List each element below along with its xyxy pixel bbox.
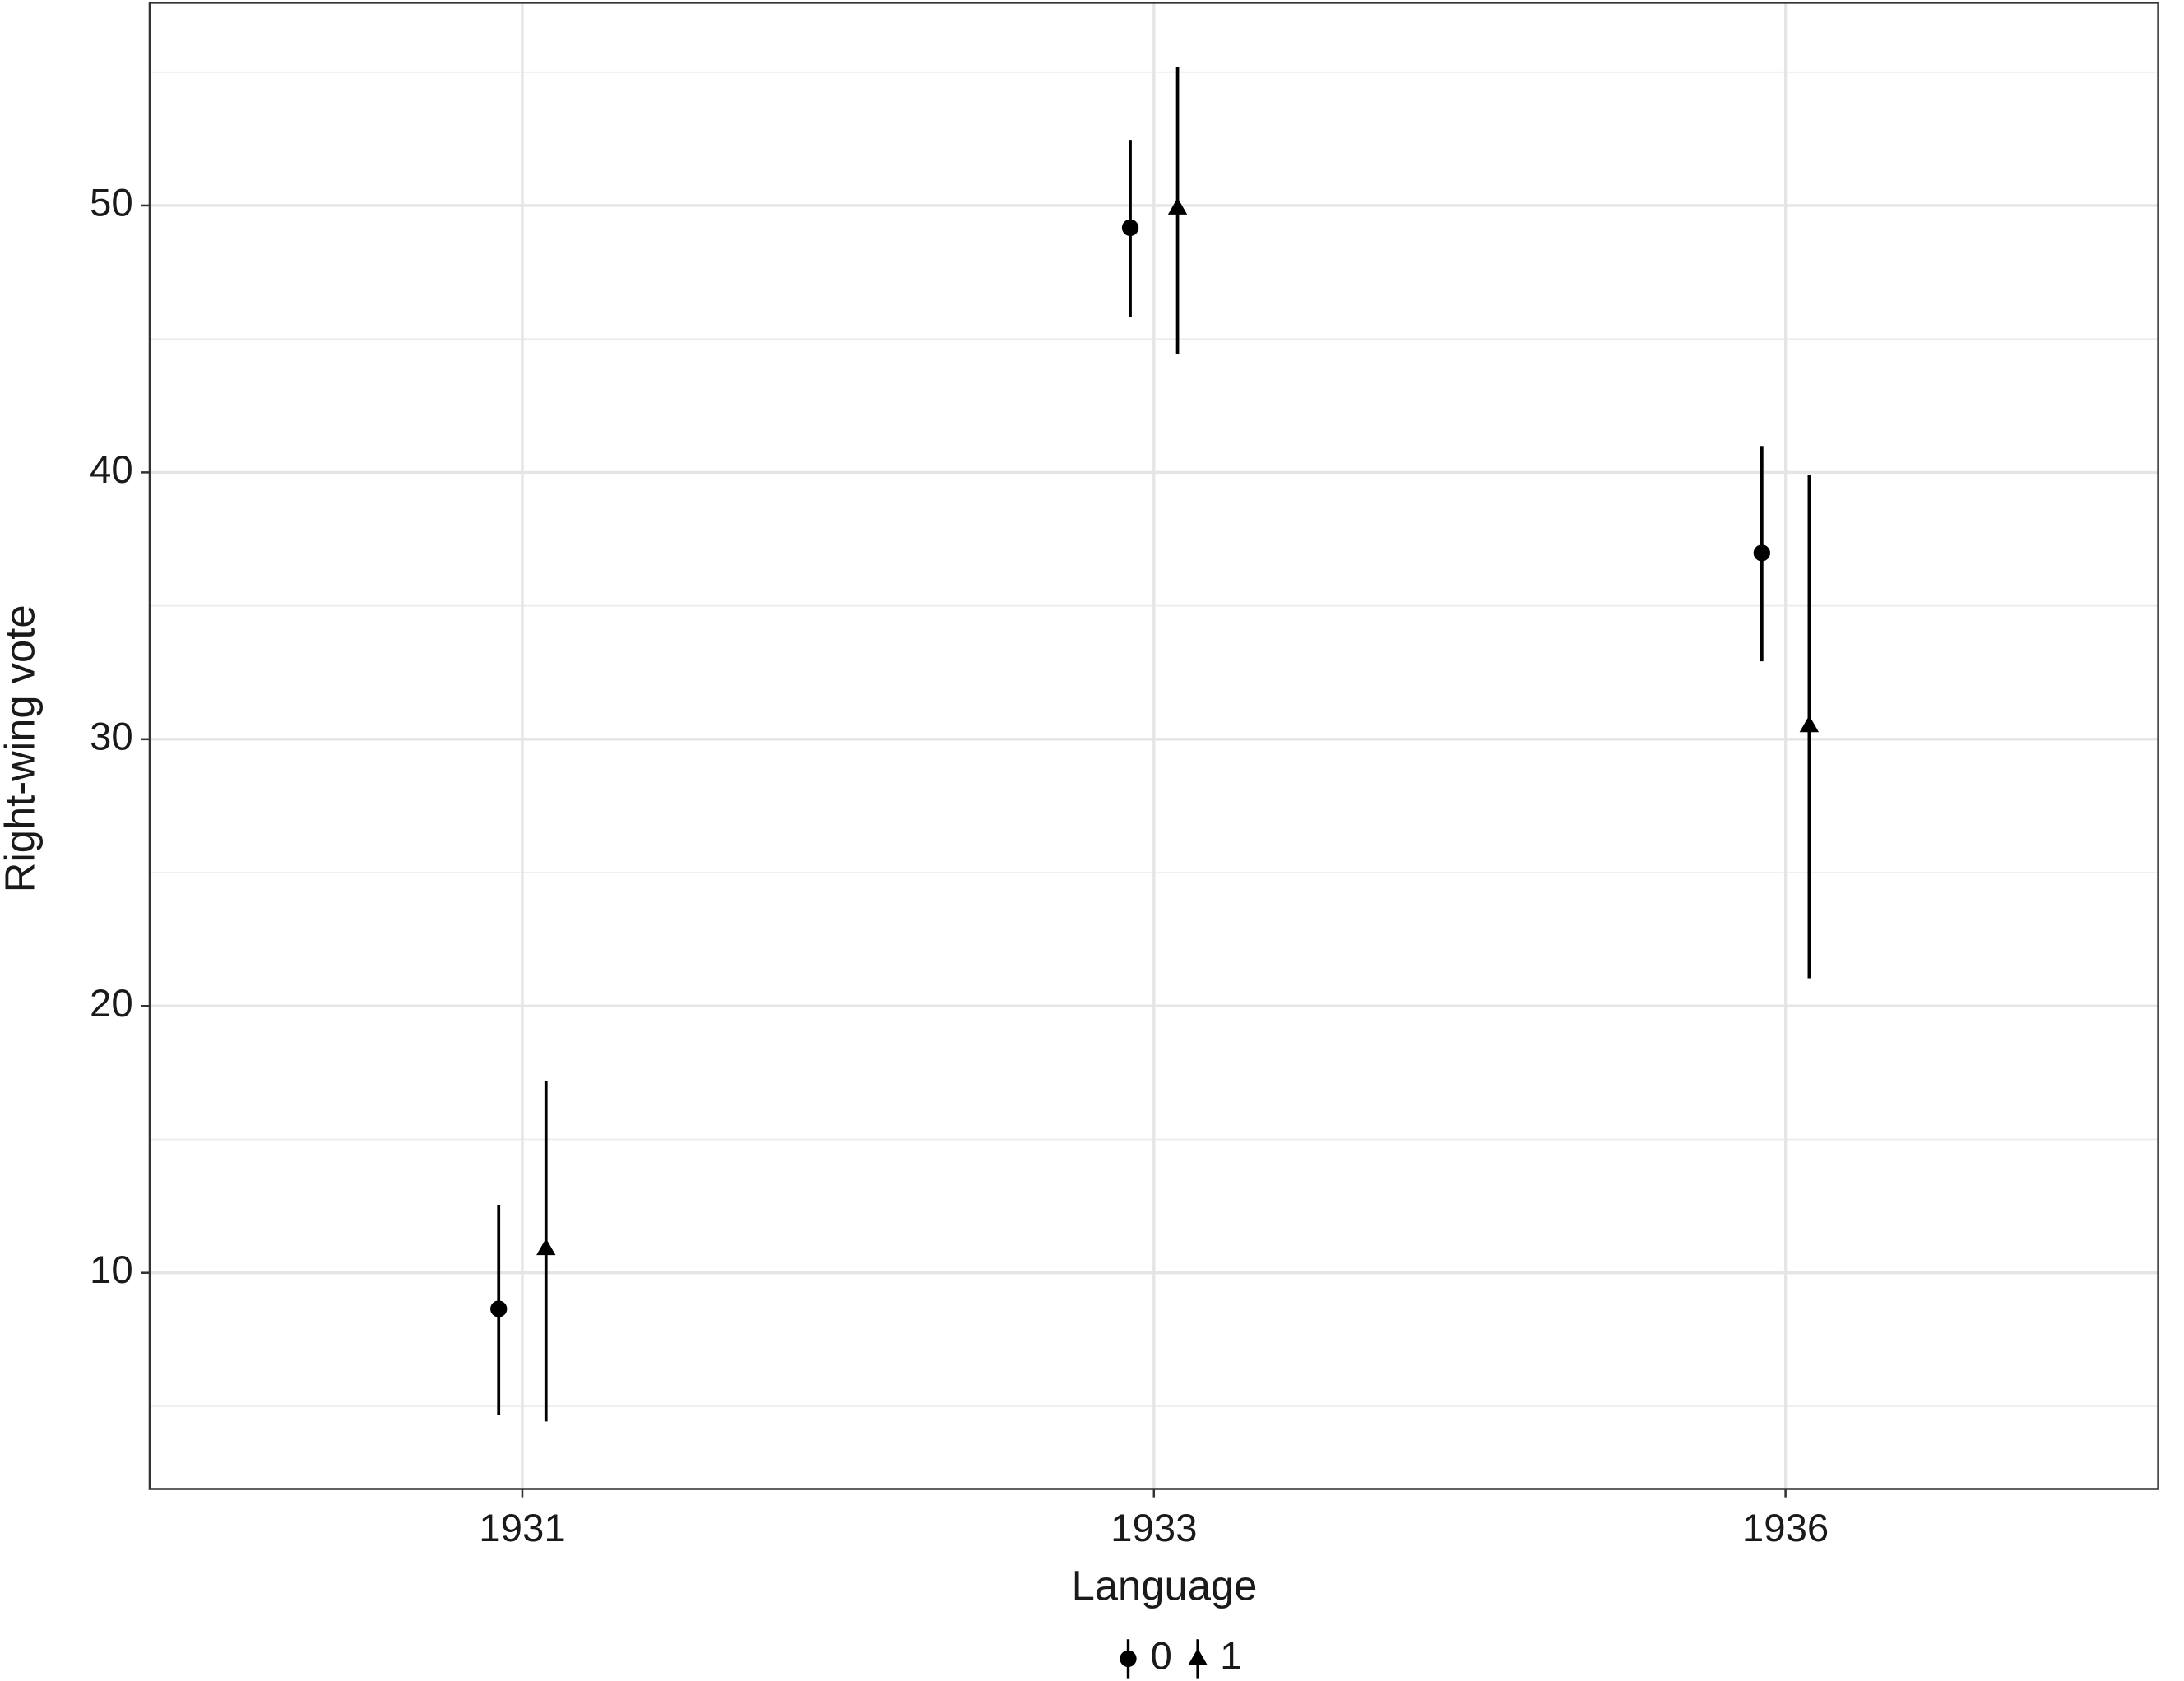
y-tick-label: 10 [90,1248,133,1292]
point [1753,544,1770,562]
x-tick-label: 1931 [479,1507,565,1550]
x-tick-label: 1936 [1742,1507,1829,1550]
point [1167,197,1188,215]
y-tick-label: 40 [90,448,133,492]
point [536,1238,556,1256]
legend-title: Language [1072,1563,1258,1609]
y-tick-label: 50 [90,181,133,225]
y-tick-label: 30 [90,715,133,758]
point [1799,715,1820,733]
legend-key [1188,1648,1208,1665]
legend-label: 1 [1220,1634,1241,1678]
y-tick-label: 20 [90,982,133,1026]
legend-key [1120,1650,1137,1668]
x-tick-label: 1933 [1111,1507,1197,1550]
y-axis-title: Right-wing vote [0,604,43,892]
point [1121,219,1139,237]
legend-label: 0 [1151,1634,1172,1678]
point [490,1300,508,1317]
